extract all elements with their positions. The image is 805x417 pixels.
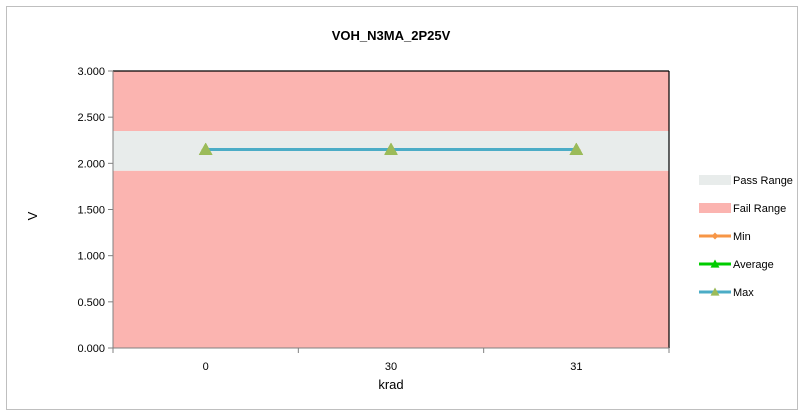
x-axis: 0 30 31 (112, 347, 670, 373)
data-point-max-0 (198, 142, 213, 155)
legend-label-max: Max (733, 287, 754, 299)
plot-area (113, 70, 670, 348)
y-tick-label-4: 2.000 (77, 158, 105, 170)
legend-marker-min (711, 232, 719, 240)
x-tick-label-2: 31 (570, 361, 582, 373)
legend: Pass Range Fail Range Min Average Max (699, 175, 793, 299)
x-tick-label-1: 30 (385, 361, 397, 373)
legend-label-fail-range: Fail Range (733, 203, 786, 215)
x-tick-label-0: 0 (203, 361, 209, 373)
fail-range-band-0 (113, 170, 669, 348)
y-tick-label-0: 0.000 (77, 343, 105, 355)
chart: VOH_N3MA_2P25V 0.000 0.500 1.000 1.500 2.000… (25, 28, 793, 392)
legend-swatch-pass-range (699, 175, 731, 185)
y-tick-label-6: 3.000 (77, 66, 105, 78)
y-tick-label-2: 1.000 (77, 251, 105, 263)
legend-swatch-fail-range (699, 203, 731, 213)
legend-marker-average (710, 259, 720, 268)
data-point-max-2 (569, 142, 584, 155)
y-tick-label-1: 0.500 (77, 297, 105, 309)
chart-title: VOH_N3MA_2P25V (332, 28, 451, 43)
legend-label-pass-range: Pass Range (733, 175, 793, 187)
fail-range-band-1 (113, 71, 669, 132)
data-point-max-1 (384, 142, 398, 155)
y-axis-label: V (25, 211, 40, 220)
legend-label-average: Average (733, 259, 774, 271)
y-axis: 0.000 0.500 1.000 1.500 2.000 2.500 3.000 (77, 66, 114, 355)
legend-marker-max (710, 287, 720, 296)
y-tick-label-3: 1.500 (77, 205, 105, 217)
x-axis-label: krad (378, 377, 403, 392)
legend-label-min: Min (733, 231, 751, 243)
chart-frame: VOH_N3MA_2P25V 0.000 0.500 1.000 1.500 2.000… (6, 6, 798, 410)
y-tick-label-5: 2.500 (77, 112, 105, 124)
